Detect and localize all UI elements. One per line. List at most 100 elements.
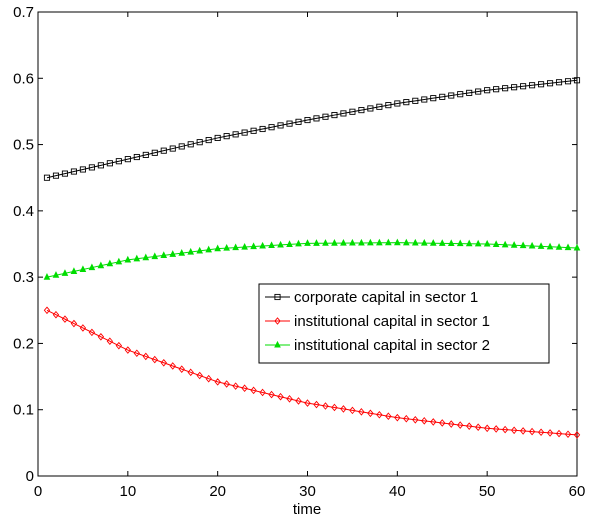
- data-point: [277, 122, 284, 129]
- data-point: [169, 145, 176, 152]
- x-tick-label: 50: [479, 483, 496, 500]
- data-point: [492, 425, 500, 433]
- axis-ticks: [37, 11, 578, 477]
- data-point: [367, 409, 374, 418]
- data-point: [268, 241, 275, 249]
- data-point: [241, 129, 248, 136]
- data-point: [429, 239, 437, 246]
- data-point: [564, 78, 572, 85]
- data-point: [385, 102, 392, 109]
- data-point: [519, 427, 527, 435]
- data-point: [115, 158, 122, 165]
- data-point: [223, 133, 230, 140]
- data-point: [430, 95, 437, 102]
- data-point: [61, 315, 69, 323]
- x-tick-label: 40: [389, 483, 406, 500]
- data-point: [555, 429, 563, 438]
- data-point: [187, 247, 195, 255]
- data-point: [286, 120, 293, 127]
- data-point: [457, 421, 464, 429]
- data-point: [376, 410, 383, 419]
- data-point: [214, 378, 221, 386]
- data-point: [412, 97, 419, 104]
- y-tick-label: 0.2: [13, 335, 34, 352]
- data-point: [304, 116, 311, 124]
- data-point: [439, 93, 446, 100]
- y-tick-label: 0.4: [13, 203, 34, 220]
- data-point: [520, 83, 527, 90]
- data-point: [268, 390, 275, 399]
- data-point: [241, 384, 248, 393]
- legend-label: corporate capital in sector 1: [294, 289, 478, 306]
- data-point: [528, 427, 536, 436]
- data-point: [133, 349, 141, 358]
- data-point: [259, 241, 266, 249]
- data-point: [79, 166, 86, 173]
- y-tick-label: 0.7: [13, 4, 34, 21]
- data-point: [88, 263, 96, 271]
- data-point: [70, 319, 78, 328]
- data-point: [456, 239, 464, 247]
- data-point: [313, 115, 320, 122]
- series-line: [46, 309, 578, 436]
- data-point: [465, 239, 473, 247]
- data-point: [196, 371, 203, 380]
- data-point: [340, 405, 347, 413]
- legend-box: [258, 283, 550, 364]
- data-point: [232, 382, 239, 390]
- data-point: [376, 103, 383, 110]
- data-point: [331, 239, 338, 246]
- data-point: [133, 254, 141, 262]
- data-point: [106, 160, 113, 167]
- data-point: [492, 240, 500, 247]
- data-point: [169, 250, 177, 257]
- data-point: [43, 273, 51, 280]
- data-point: [43, 174, 51, 181]
- data-point: [232, 243, 239, 251]
- data-point: [250, 242, 257, 250]
- data-point: [448, 420, 455, 428]
- data-point: [564, 243, 572, 251]
- legend-item-3: institutional capital in sector 2: [265, 337, 490, 354]
- data-point: [474, 239, 482, 247]
- data-point: [546, 242, 554, 250]
- legend-item-1: corporate capital in sector 1: [265, 289, 478, 306]
- legend-label: institutional capital in sector 2: [294, 337, 490, 354]
- legend: corporate capital in sector 1 institution…: [258, 283, 550, 364]
- data-point: [295, 239, 302, 247]
- series-1: [43, 77, 581, 181]
- data-point: [501, 425, 509, 434]
- data-point: [133, 153, 140, 161]
- data-point: [394, 413, 401, 422]
- data-point: [124, 346, 132, 354]
- axis-tick-labels: 0 10 20 30 40 50 60 0 0.1 0.2 0.3 0.4 0.5 0.6 0.7: [13, 4, 585, 500]
- series-3: [43, 238, 581, 280]
- data-point: [564, 430, 572, 439]
- data-point: [483, 424, 491, 433]
- data-point: [61, 170, 68, 177]
- data-point: [259, 388, 266, 397]
- data-point: [196, 139, 203, 146]
- data-point: [142, 253, 150, 261]
- data-point: [151, 252, 159, 260]
- data-point: [88, 164, 95, 171]
- data-point: [484, 87, 491, 94]
- data-point: [402, 238, 410, 246]
- data-point: [43, 306, 51, 315]
- data-point: [160, 358, 167, 367]
- data-point: [124, 255, 132, 263]
- data-point: [475, 88, 482, 95]
- data-point: [295, 118, 302, 125]
- data-point: [457, 91, 464, 98]
- legend-label: institutional capital in sector 1: [294, 313, 490, 330]
- data-point: [331, 112, 338, 119]
- data-point: [510, 241, 518, 248]
- y-tick-label: 0.5: [13, 137, 34, 154]
- data-point: [340, 110, 347, 117]
- data-point: [367, 105, 374, 112]
- data-point: [106, 259, 114, 267]
- data-point: [519, 241, 527, 249]
- data-point: [466, 422, 473, 430]
- data-point: [411, 238, 419, 246]
